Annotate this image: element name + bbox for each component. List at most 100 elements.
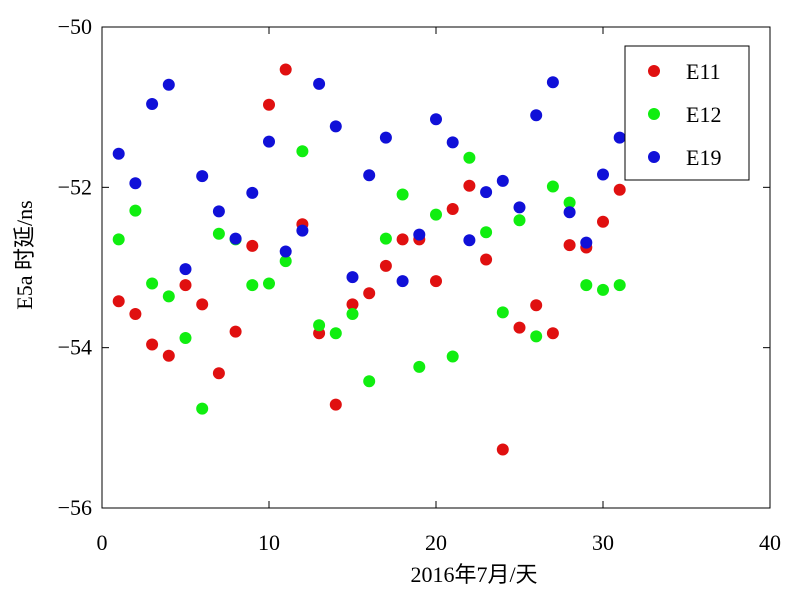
data-point-e11 [463,179,476,192]
data-point-e12 [179,332,192,344]
data-point-e12 [212,227,225,240]
data-point-e19 [212,205,225,218]
data-point-e11 [229,325,242,338]
data-point-e11 [430,275,442,288]
data-point-e19 [363,169,376,182]
data-point-e11 [396,233,409,246]
data-point-e19 [129,177,142,190]
y-tick-label: −52 [58,174,92,199]
data-point-e11 [480,253,493,266]
data-point-e11 [246,239,259,252]
data-point-e12 [379,232,392,245]
data-point-e11 [496,443,509,456]
y-tick-label: −50 [58,14,92,39]
x-axis-title: 2016年7月/天 [410,562,537,587]
legend: E11 E12 E19 [624,45,750,181]
data-point-e11 [346,298,359,311]
data-point-e19 [313,77,326,90]
data-point-e11 [279,63,292,76]
data-point-e12 [513,214,526,227]
data-point-e12 [613,279,626,292]
data-point-e12 [396,188,409,201]
data-point-e19 [513,201,526,214]
data-point-e12 [563,196,576,209]
data-point-e19 [413,228,426,241]
data-point-e12 [279,255,292,268]
data-point-e19 [179,263,192,276]
data-point-e12 [446,350,459,363]
y-axis-title: E5a 时延/ns [12,200,37,309]
data-point-e11 [546,327,559,340]
legend-label-e19: E19 [686,145,721,170]
x-tick-label: 20 [425,530,447,555]
legend-label-e12: E12 [686,102,721,127]
data-points [112,63,626,456]
data-point-e12 [162,290,175,303]
data-point-e12 [430,208,442,221]
legend-box [624,45,750,181]
data-point-e19 [446,136,459,149]
data-point-e19 [396,275,409,288]
data-point-e12 [597,283,609,296]
data-point-e19 [279,245,292,258]
data-point-e12 [313,319,326,332]
legend-marker-e12 [648,108,660,120]
x-tick-label: 0 [97,530,108,555]
data-point-e19 [546,76,559,89]
data-point-e12 [196,402,209,415]
data-point-e11 [329,398,342,411]
data-point-e19 [146,98,159,110]
y-tick-label: −56 [58,495,92,520]
data-point-e12 [496,306,509,319]
data-point-e11 [530,299,543,312]
data-point-e11 [379,259,392,272]
data-point-e12 [329,327,342,340]
data-point-e19 [463,234,476,247]
data-point-e11 [129,308,142,320]
data-point-e19 [296,224,309,237]
data-point-e11 [196,298,209,311]
data-point-e11 [146,338,159,351]
data-point-e19 [263,135,275,148]
data-point-e19 [379,131,392,144]
data-point-e12 [296,145,309,158]
data-point-e19 [597,168,609,181]
x-tick-label: 10 [258,530,280,555]
data-point-e19 [530,109,543,122]
x-tick-label: 40 [759,530,781,555]
data-point-e19 [580,236,593,249]
data-point-e19 [613,131,626,144]
data-point-e11 [597,215,609,228]
legend-label-e11: E11 [686,59,721,84]
data-point-e11 [563,239,576,252]
data-point-e11 [363,287,376,300]
data-point-e11 [179,279,192,292]
data-point-e12 [363,375,376,388]
data-point-e11 [446,203,459,215]
data-point-e19 [346,271,359,284]
data-point-e11 [513,321,526,334]
data-point-e12 [246,279,259,292]
x-axis: 0 10 20 30 40 [97,27,781,555]
data-point-e12 [263,277,275,290]
data-point-e12 [463,151,476,164]
data-point-e19 [480,186,493,199]
data-point-e19 [329,120,342,133]
data-point-e12 [112,233,125,246]
data-point-e11 [613,183,626,196]
data-point-e12 [346,308,359,320]
legend-marker-e11 [648,65,660,77]
y-tick-label: −54 [58,335,92,360]
data-point-e11 [263,98,275,111]
data-point-e19 [196,170,209,183]
y-axis: −56 −54 −52 −50 [58,14,770,520]
data-point-e19 [162,78,175,91]
data-point-e19 [563,206,576,219]
data-point-e12 [546,180,559,193]
data-point-e19 [246,186,259,199]
legend-marker-e19 [648,151,660,163]
data-point-e19 [229,232,242,245]
data-point-e12 [129,204,142,217]
